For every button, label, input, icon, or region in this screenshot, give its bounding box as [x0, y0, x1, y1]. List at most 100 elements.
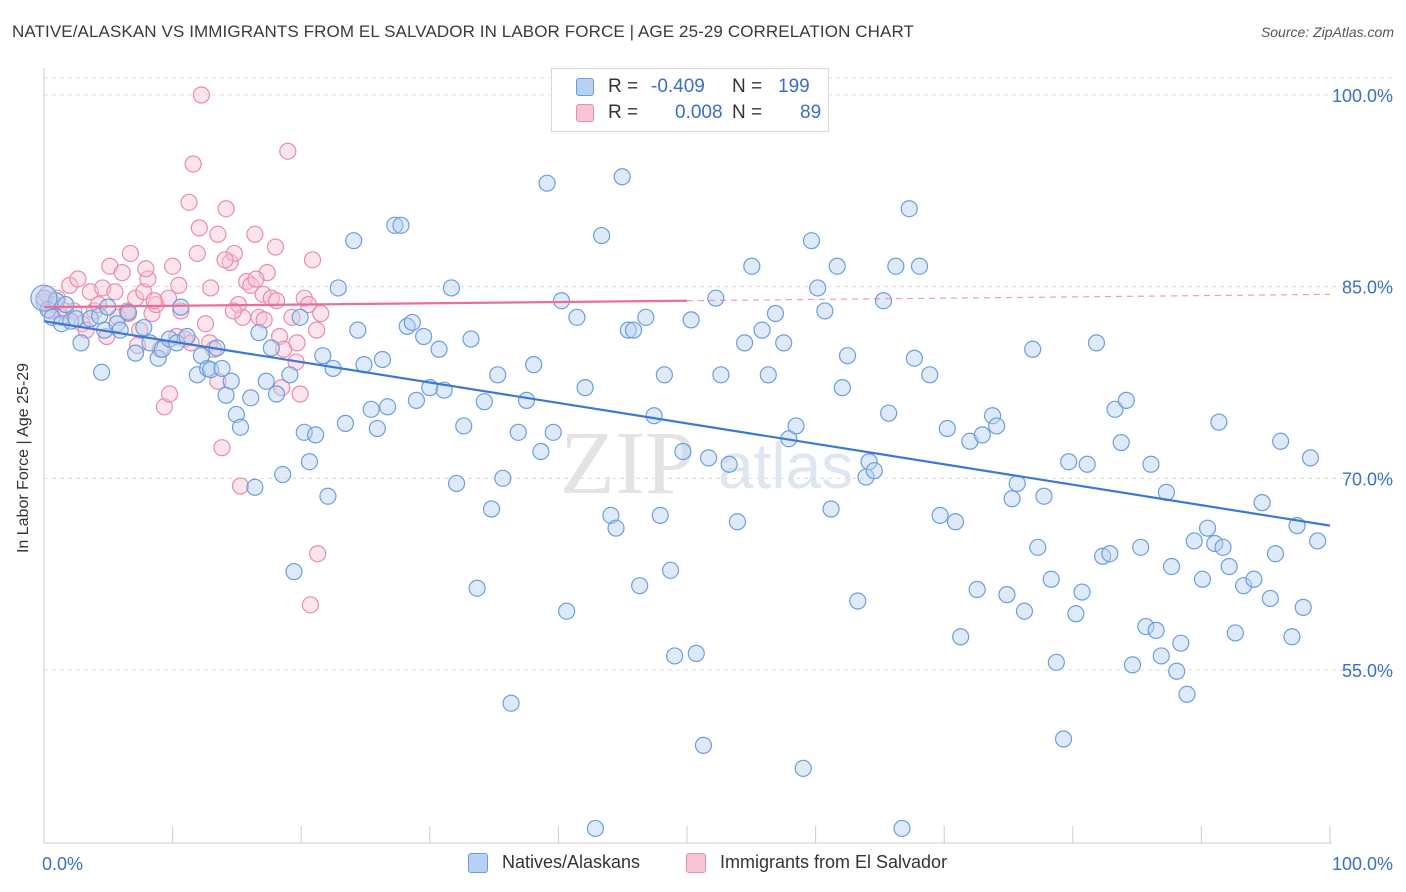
blue-point	[67, 310, 85, 328]
blue-point	[1029, 538, 1047, 556]
blue-point	[1117, 391, 1135, 409]
pink-point	[164, 257, 182, 275]
pink-point	[291, 385, 309, 403]
blue-point	[407, 391, 426, 409]
pink-point	[224, 302, 242, 320]
blue-point	[517, 391, 536, 409]
blue-point	[489, 366, 507, 384]
blue-point	[227, 405, 245, 424]
blue-point	[655, 366, 673, 384]
blue-point	[442, 279, 461, 297]
blue-point	[447, 474, 466, 493]
blue-point	[1283, 628, 1301, 646]
blue-point	[345, 232, 363, 250]
blue-point	[475, 393, 493, 411]
blue-point	[973, 426, 991, 444]
blue-point	[1087, 334, 1106, 352]
blue-point	[712, 366, 730, 384]
blue-point	[379, 398, 397, 416]
blue-point	[149, 349, 167, 367]
blue-point	[865, 462, 883, 480]
source-label: Source: ZipAtlas.com	[1260, 24, 1394, 40]
blue-point	[281, 366, 299, 384]
blue-point	[631, 577, 649, 595]
blue-point	[645, 407, 663, 425]
blue-point	[300, 453, 319, 471]
pink-point	[216, 251, 234, 269]
legend-n-value: 199	[778, 76, 810, 97]
pink-point	[225, 244, 243, 263]
blue-point	[362, 400, 380, 418]
pink-point	[266, 238, 285, 256]
blue-point	[624, 321, 643, 339]
y-tick-label: 55.0%	[1342, 661, 1393, 681]
blue-point	[242, 389, 260, 407]
blue-point	[674, 442, 692, 461]
blue-point	[1198, 519, 1217, 537]
blue-point	[72, 334, 90, 352]
blue-point	[257, 372, 275, 390]
pink-point	[303, 251, 322, 269]
y-axis-label: In Labor Force | Age 25-29	[15, 362, 32, 554]
blue-point	[267, 385, 286, 403]
blue-point	[802, 232, 821, 250]
pink-point	[270, 327, 289, 346]
blue-point	[262, 339, 280, 357]
blue-point	[838, 347, 857, 365]
blue-point	[613, 168, 631, 186]
blue-point	[905, 349, 923, 367]
blue-point	[274, 465, 292, 484]
pink-point	[301, 596, 320, 614]
blue-point	[1073, 583, 1091, 601]
blue-point	[135, 318, 153, 337]
legend-r-label: R =	[608, 76, 639, 97]
legend-n-value: 89	[800, 102, 822, 123]
pink-point	[137, 260, 155, 278]
trend-line-el-salvador	[43, 299, 688, 309]
blue-point	[1245, 570, 1263, 588]
blue-point	[1301, 449, 1320, 467]
blue-point	[637, 308, 655, 326]
blue-point	[538, 174, 556, 192]
pink-point	[217, 200, 235, 218]
blue-point	[666, 647, 684, 665]
chart-title: NATIVE/ALASKAN VS IMMIGRANTS FROM EL SAL…	[12, 22, 915, 41]
blue-point	[415, 327, 433, 346]
pink-point	[246, 225, 264, 243]
blue-point	[700, 449, 718, 467]
blue-point	[1193, 570, 1212, 588]
blue-point	[213, 359, 231, 378]
blue-point	[119, 303, 137, 321]
pink-point	[113, 264, 131, 282]
blue-point	[544, 423, 562, 441]
blue-point	[1015, 602, 1034, 620]
blue-point	[775, 334, 793, 352]
blue-point	[1266, 545, 1285, 563]
pink-point	[121, 244, 140, 263]
watermark-zip: ZIP	[560, 414, 695, 513]
blue-point	[126, 344, 145, 362]
y-tick-label: 85.0%	[1342, 278, 1393, 298]
bottom-legend-swatch-pink	[686, 853, 706, 873]
blue-point	[586, 819, 605, 838]
blue-point	[111, 321, 129, 339]
pink-point	[247, 270, 265, 288]
correlation-legend: R = -0.409 N = 199 R = 0.008 N = 89	[551, 68, 829, 132]
pink-point	[192, 86, 211, 104]
watermark-atlas: atlas	[718, 430, 853, 502]
blue-point	[1294, 598, 1312, 616]
blue-point	[558, 602, 576, 620]
blue-point	[1172, 634, 1190, 652]
blue-point	[1234, 577, 1253, 595]
pink-point	[172, 302, 190, 320]
blue-point	[246, 478, 264, 496]
blue-point	[946, 513, 965, 531]
blue-point	[998, 586, 1016, 604]
blue-point	[1185, 532, 1203, 550]
blue-point	[468, 579, 486, 597]
blue-point	[874, 292, 893, 310]
pink-point	[109, 308, 127, 326]
blue-point	[787, 417, 805, 435]
blue-point	[386, 216, 404, 234]
blue-point	[1178, 685, 1196, 703]
